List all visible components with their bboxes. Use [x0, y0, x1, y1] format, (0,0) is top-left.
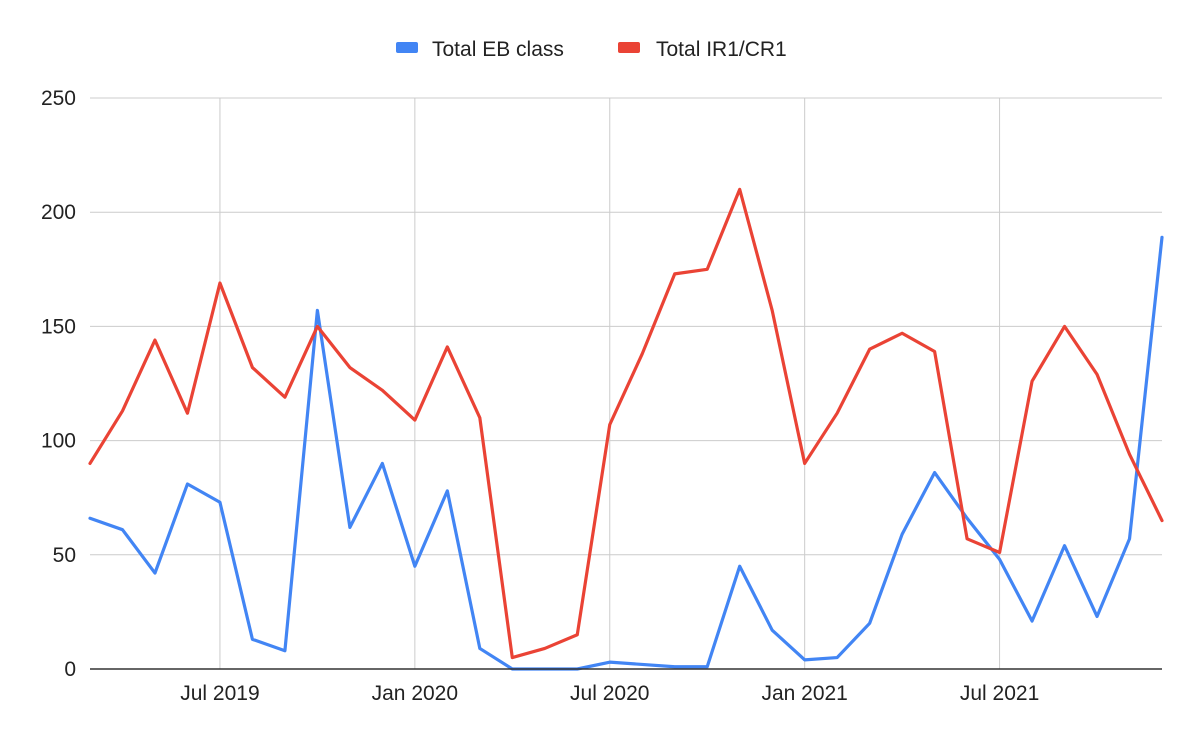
legend-label-ir1: Total IR1/CR1: [656, 38, 787, 61]
y-axis: 0 50 100 150 200 250: [41, 87, 76, 681]
y-tick-label: 50: [53, 544, 76, 567]
x-tick-label: Jul 2019: [180, 682, 259, 705]
y-tick-label: 0: [64, 658, 76, 681]
x-tick-label: Jan 2021: [761, 682, 847, 705]
x-axis: Jul 2019 Jan 2020 Jul 2020 Jan 2021 Jul 2021: [180, 682, 1039, 705]
series-line-eb[interactable]: [88, 235, 1164, 671]
legend: Total EB class Total IR1/CR1: [396, 38, 787, 61]
x-tick-label: Jul 2021: [960, 682, 1039, 705]
x-tick-label: Jul 2020: [570, 682, 649, 705]
series-line-ir1[interactable]: [88, 187, 1164, 660]
series-layer: [88, 187, 1164, 671]
y-tick-label: 250: [41, 87, 76, 110]
legend-label-eb: Total EB class: [432, 38, 564, 61]
legend-item-ir1[interactable]: Total IR1/CR1: [618, 38, 787, 61]
gridlines: [90, 97, 1162, 669]
legend-item-eb[interactable]: Total EB class: [396, 38, 564, 61]
y-tick-label: 150: [41, 315, 76, 338]
legend-swatch-eb: [396, 42, 418, 53]
legend-swatch-ir1: [618, 42, 640, 53]
y-tick-label: 200: [41, 201, 76, 224]
y-tick-label: 100: [41, 430, 76, 453]
x-tick-label: Jan 2020: [372, 682, 458, 705]
